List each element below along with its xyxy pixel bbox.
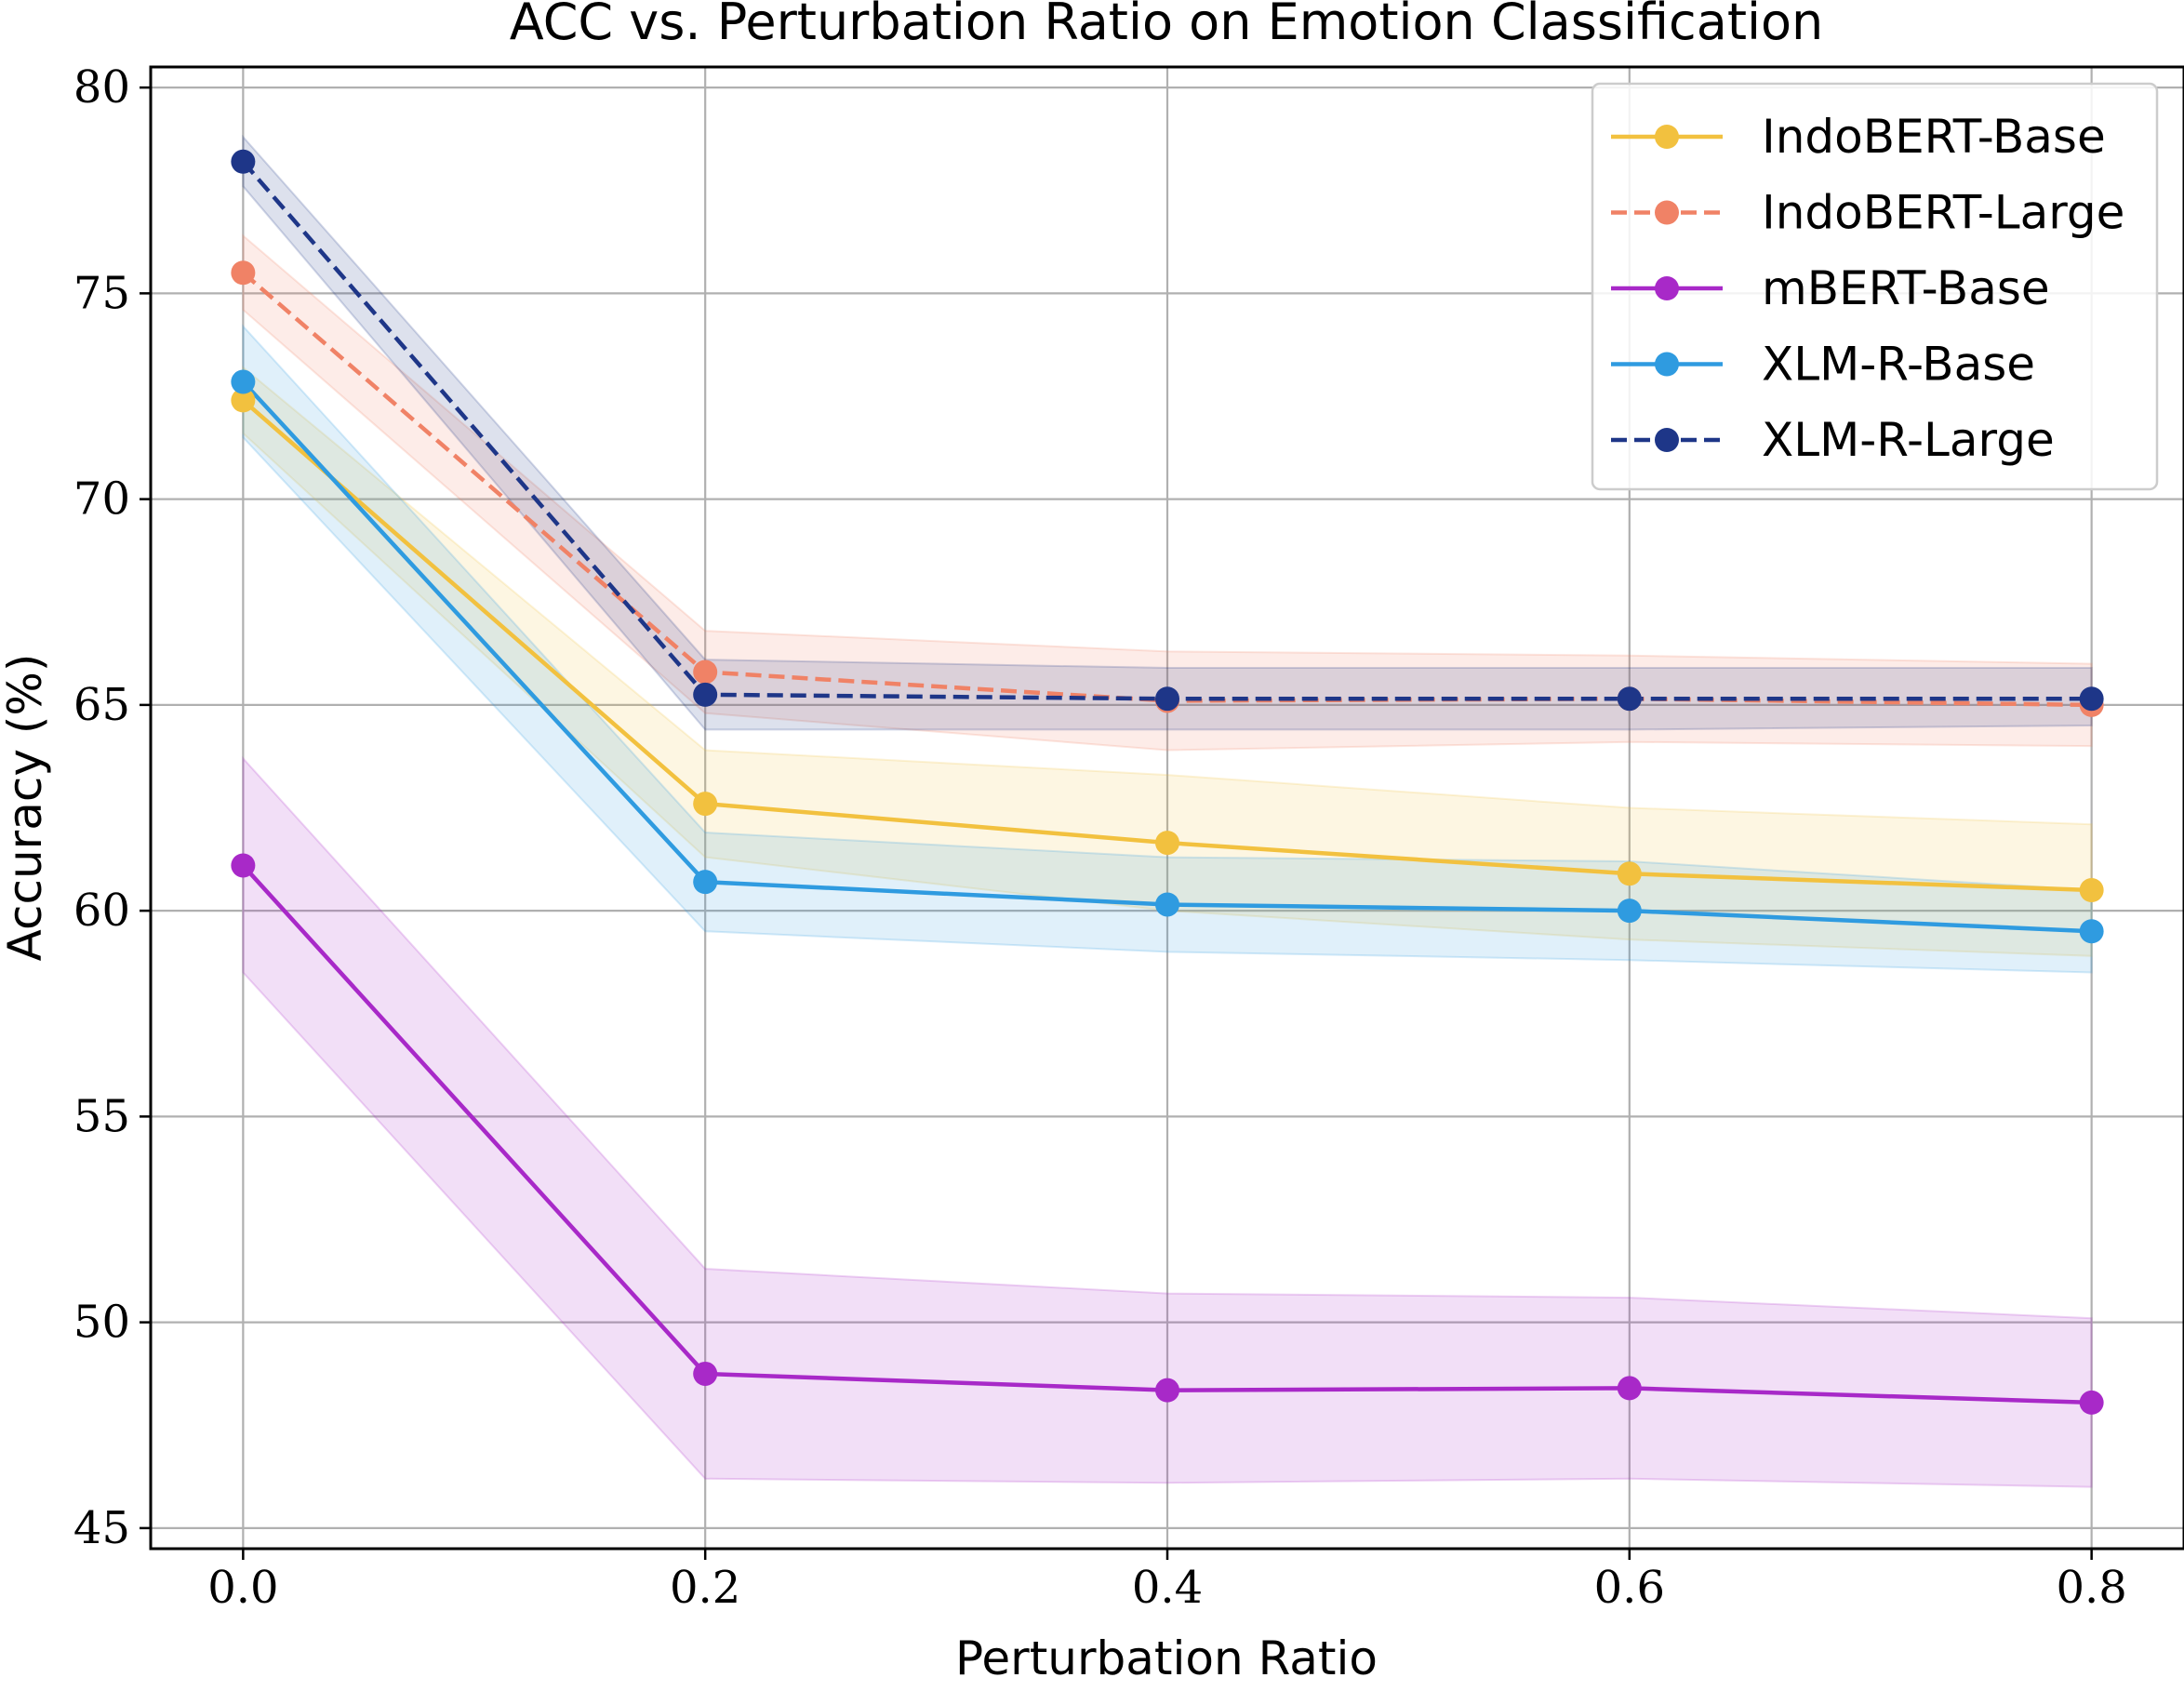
legend-label: mBERT-Base bbox=[1762, 261, 2050, 315]
data-point-xlm-r-large bbox=[1617, 686, 1642, 712]
y-axis-label: Accuracy (%) bbox=[0, 654, 52, 962]
data-point-xlm-r-large bbox=[231, 149, 256, 174]
x-tick-label: 0.2 bbox=[670, 1562, 740, 1614]
data-point-indobert-base bbox=[1617, 861, 1642, 886]
y-tick-label: 80 bbox=[73, 61, 130, 113]
x-axis-label: Perturbation Ratio bbox=[955, 1631, 1378, 1685]
data-point-indobert-large bbox=[693, 659, 718, 685]
data-point-indobert-base bbox=[1155, 831, 1179, 856]
data-point-xlm-r-base bbox=[231, 369, 256, 394]
legend-label: IndoBERT-Large bbox=[1762, 186, 2124, 240]
chart-title: ACC vs. Perturbation Ratio on Emotion Cl… bbox=[510, 0, 1824, 51]
data-point-mbert-base bbox=[1617, 1376, 1642, 1401]
y-tick-label: 45 bbox=[73, 1502, 130, 1554]
data-point-xlm-r-large bbox=[693, 682, 718, 707]
y-tick-label: 50 bbox=[73, 1297, 130, 1349]
legend-marker-xlm-r-large bbox=[1655, 428, 1679, 452]
data-point-indobert-base bbox=[2079, 878, 2104, 902]
legend-marker-mbert-base bbox=[1655, 276, 1679, 300]
data-point-mbert-base bbox=[1155, 1378, 1179, 1403]
y-tick-label: 75 bbox=[73, 267, 130, 319]
legend-marker-xlm-r-base bbox=[1655, 352, 1679, 377]
confidence-band-xlm-r-base bbox=[242, 324, 2093, 974]
y-tick-label: 55 bbox=[73, 1090, 130, 1142]
data-point-xlm-r-base bbox=[1155, 892, 1179, 917]
x-tick-label: 0.4 bbox=[1132, 1562, 1203, 1614]
y-tick-label: 60 bbox=[73, 885, 130, 937]
legend-marker-indobert-large bbox=[1655, 200, 1679, 225]
data-point-indobert-large bbox=[231, 260, 256, 286]
data-point-indobert-base bbox=[231, 388, 256, 413]
data-point-indobert-base bbox=[693, 792, 718, 817]
data-point-mbert-base bbox=[2079, 1390, 2104, 1415]
legend-label: XLM-R-Large bbox=[1762, 413, 2055, 467]
data-point-xlm-r-large bbox=[1155, 686, 1179, 712]
legend-label: IndoBERT-Base bbox=[1762, 110, 2106, 164]
x-tick-label: 0.6 bbox=[1594, 1562, 1665, 1614]
data-point-xlm-r-base bbox=[2079, 919, 2104, 944]
y-tick-label: 70 bbox=[73, 473, 130, 526]
legend-box bbox=[1591, 82, 2159, 491]
x-tick-label: 0.8 bbox=[2056, 1562, 2126, 1614]
data-point-mbert-base bbox=[693, 1361, 718, 1386]
data-point-xlm-r-large bbox=[2079, 686, 2104, 712]
x-tick-label: 0.0 bbox=[207, 1562, 278, 1614]
confidence-band-xlm-r-large bbox=[242, 134, 2093, 731]
legend-label: XLM-R-Base bbox=[1762, 338, 2035, 392]
confidence-band-mbert-base bbox=[242, 755, 2093, 1488]
y-tick-label: 65 bbox=[73, 679, 130, 731]
data-point-xlm-r-base bbox=[693, 870, 718, 895]
legend-marker-indobert-base bbox=[1655, 125, 1679, 149]
data-point-xlm-r-base bbox=[1617, 899, 1642, 924]
legend: IndoBERT-Base IndoBERT-Large mBERT-Base XLM… bbox=[1591, 82, 2159, 491]
data-point-mbert-base bbox=[231, 853, 256, 878]
